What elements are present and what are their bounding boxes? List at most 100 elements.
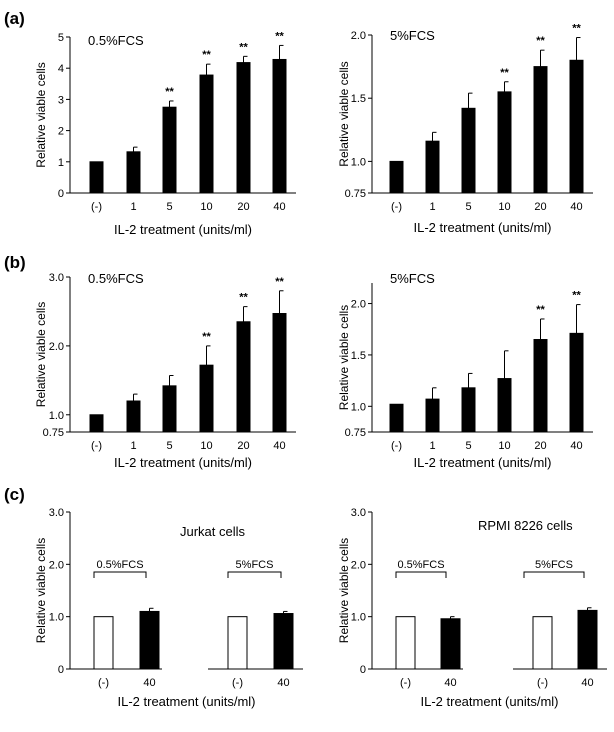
- chart-3-y-tick-label-2: 1.5: [351, 350, 366, 362]
- chart-1-title: 5%FCS: [390, 28, 435, 43]
- chart-3-significance-4: **: [536, 304, 545, 316]
- chart-3-y-tick-label-0: 0.75: [345, 427, 366, 439]
- chart-4-x-tick-label-3: 40: [277, 677, 289, 689]
- chart-1-bar-5: [569, 59, 584, 194]
- chart-1-x-tick-label-0: (-): [391, 201, 402, 213]
- chart-2-bar-2: [162, 385, 177, 433]
- chart-0-significance-5: **: [275, 30, 284, 42]
- chart-0-x-tick-label-2: 5: [166, 201, 172, 213]
- chart-1-bar-2: [461, 107, 476, 194]
- chart-4-title: Jurkat cells: [180, 524, 246, 539]
- chart-5-title: RPMI 8226 cells: [478, 518, 573, 533]
- chart-5-y-tick-label-1: 1.0: [351, 612, 366, 624]
- chart-2-x-tick-label-5: 40: [273, 440, 285, 452]
- chart-0-significance-4: **: [239, 41, 248, 53]
- chart-2-title: 0.5%FCS: [88, 271, 144, 286]
- chart-5-y-tick-label-0: 0: [360, 664, 366, 676]
- chart-5-y-tick-label-3: 3.0: [351, 507, 366, 519]
- chart-2-y-tick-label-3: 3.0: [49, 272, 64, 284]
- chart-4-y-axis-label: Relative viable cells: [34, 538, 48, 643]
- chart-3-y-tick-label-3: 2.0: [351, 299, 366, 311]
- chart-4-bar-3: [273, 613, 294, 670]
- chart-5-group-label-1: 5%FCS: [535, 559, 573, 571]
- chart-5-x-axis-label: IL-2 treatment (units/ml): [421, 694, 559, 709]
- chart-2-significance-4: **: [239, 292, 248, 304]
- chart-1-bar-0: [389, 160, 404, 194]
- chart-4-group-label-1: 5%FCS: [236, 559, 274, 571]
- chart-0-x-tick-label-5: 40: [273, 201, 285, 213]
- chart-3-x-tick-label-1: 1: [429, 440, 435, 452]
- chart-0-y-tick-label-1: 1: [58, 157, 64, 169]
- chart-4-y-tick-label-2: 2.0: [49, 559, 64, 571]
- chart-3-x-tick-label-5: 40: [570, 440, 582, 452]
- chart-1-x-axis-label: IL-2 treatment (units/ml): [414, 220, 552, 235]
- chart-2-x-tick-label-4: 20: [237, 440, 249, 452]
- chart-5-y-tick-label-2: 2.0: [351, 559, 366, 571]
- chart-4-bar-1: [139, 610, 160, 670]
- chart-0-x-axis-label: IL-2 treatment (units/ml): [114, 222, 252, 237]
- chart-4-bar-2: [227, 616, 248, 670]
- chart-0-y-tick-label-5: 5: [58, 32, 64, 44]
- chart-0-significance-2: **: [165, 86, 174, 98]
- chart-2-y-axis-label: Relative viable cells: [34, 302, 48, 407]
- chart-1-y-tick-label-2: 1.5: [351, 93, 366, 105]
- chart-2-y-tick-label-0: 0.75: [43, 427, 64, 439]
- chart-1-bar-4: [533, 66, 548, 194]
- chart-5-x-tick-label-2: (-): [537, 677, 548, 689]
- chart-0-x-tick-label-0: (-): [91, 201, 102, 213]
- chart-3-bar-5: [569, 332, 584, 433]
- chart-0-bar-2: [162, 106, 177, 194]
- chart-4-group-bracket-1: [227, 571, 282, 578]
- chart-5-bar-1: [440, 618, 461, 670]
- chart-5-y-axis-label: Relative viable cells: [337, 538, 351, 643]
- chart-2-x-axis-label: IL-2 treatment (units/ml): [114, 455, 252, 470]
- chart-3-x-tick-label-3: 10: [498, 440, 510, 452]
- chart-0-y-tick-label-2: 2: [58, 126, 64, 138]
- chart-5-x-tick-label-3: 40: [581, 677, 593, 689]
- chart-5-group-bracket-0: [395, 571, 447, 578]
- chart-2-x-tick-label-3: 10: [200, 440, 212, 452]
- chart-1-x-tick-label-5: 40: [570, 201, 582, 213]
- chart-0-bar-3: [199, 74, 214, 194]
- chart-0-y-tick-label-0: 0: [58, 188, 64, 200]
- chart-0-title: 0.5%FCS: [88, 33, 144, 48]
- chart-3-x-tick-label-4: 20: [534, 440, 546, 452]
- chart-4-x-tick-label-2: (-): [232, 677, 243, 689]
- chart-0-x-tick-label-1: 1: [130, 201, 136, 213]
- chart-2-x-tick-label-0: (-): [91, 440, 102, 452]
- chart-2-bar-0: [89, 414, 104, 433]
- chart-0-bar-1: [126, 151, 141, 194]
- chart-1-y-axis-label: Relative viable cells: [337, 61, 351, 166]
- chart-5-bar-2: [532, 616, 553, 670]
- chart-1-x-tick-label-3: 10: [498, 201, 510, 213]
- chart-1-x-tick-label-4: 20: [534, 201, 546, 213]
- chart-1-y-tick-label-1: 1.0: [351, 156, 366, 168]
- chart-2-y-tick-label-1: 1.0: [49, 410, 64, 422]
- chart-5-x-tick-label-0: (-): [400, 677, 411, 689]
- chart-4-group-label-0: 0.5%FCS: [96, 559, 143, 571]
- chart-4-x-tick-label-0: (-): [98, 677, 109, 689]
- chart-1-bar-3: [497, 91, 512, 194]
- chart-3-y-axis-label: Relative viable cells: [337, 305, 351, 410]
- chart-4-y-tick-label-1: 1.0: [49, 612, 64, 624]
- chart-4-x-axis-label: IL-2 treatment (units/ml): [118, 694, 256, 709]
- chart-0-significance-3: **: [202, 49, 211, 61]
- chart-2-bar-1: [126, 400, 141, 433]
- chart-3-title: 5%FCS: [390, 271, 435, 286]
- chart-3-significance-5: **: [572, 290, 581, 302]
- chart-2-bar-4: [236, 321, 251, 433]
- chart-0-x-tick-label-3: 10: [200, 201, 212, 213]
- chart-0-y-tick-label-4: 4: [58, 63, 64, 75]
- chart-1-y-tick-label-3: 2.0: [351, 30, 366, 42]
- chart-1-significance-4: **: [536, 35, 545, 47]
- chart-3-bar-0: [389, 403, 404, 433]
- chart-4-bar-0: [93, 616, 114, 670]
- chart-5-bar-3: [577, 609, 598, 670]
- chart-3-bar-1: [425, 398, 440, 433]
- chart-5-x-tick-label-1: 40: [444, 677, 456, 689]
- chart-2-y-tick-label-2: 2.0: [49, 341, 64, 353]
- chart-3-bar-2: [461, 387, 476, 433]
- chart-1-bar-1: [425, 140, 440, 194]
- chart-0-x-tick-label-4: 20: [237, 201, 249, 213]
